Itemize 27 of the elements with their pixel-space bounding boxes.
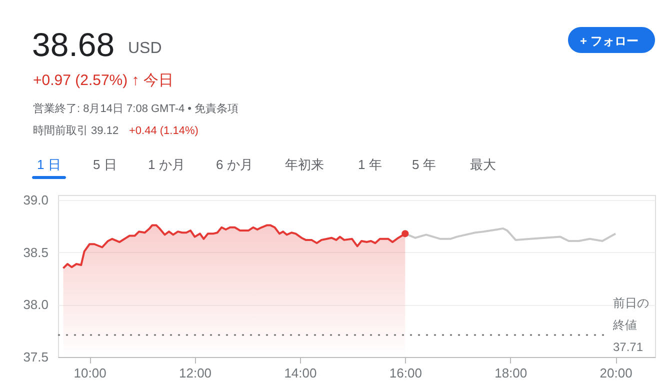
- text: + フォロー: [580, 34, 638, 48]
- text: 1 年: [358, 157, 382, 172]
- y-tick-label: 37.5: [23, 350, 48, 364]
- y-tick-label: 38.0: [23, 297, 48, 312]
- text: 最大: [470, 157, 496, 172]
- text: +0.97 (2.57%) ↑ 今日: [33, 72, 174, 89]
- text: +0.44 (1.14%): [129, 125, 198, 137]
- chart-title: 38.68: [32, 26, 115, 63]
- y-tick-label: 39.0: [23, 192, 48, 208]
- text: 時間前取引 39.12: [33, 124, 119, 137]
- text: 1 日: [37, 157, 61, 172]
- text: 5 年: [412, 157, 436, 172]
- x-tick-label: 18:00: [494, 366, 528, 380]
- x-tick-label: 16:00: [389, 366, 422, 380]
- text: USD: [128, 40, 162, 57]
- text: 5 日: [93, 157, 117, 172]
- text: 営業終了: 8月14日 7:08 GMT-4 • 免責条項: [33, 102, 239, 115]
- x-tick-label: 20:00: [600, 366, 632, 380]
- y-tick-label: 38.5: [23, 244, 48, 260]
- text: 6 か月: [216, 157, 253, 172]
- text: 年初来: [285, 157, 324, 172]
- x-tick-label: 12:00: [178, 366, 212, 380]
- text: 1 か月: [148, 157, 185, 172]
- ref-line-label: 前日の終値: [612, 296, 649, 332]
- annotation: 37.71: [613, 340, 644, 354]
- x-tick-label: 14:00: [284, 366, 317, 380]
- x-tick-label: 10:00: [74, 366, 106, 380]
